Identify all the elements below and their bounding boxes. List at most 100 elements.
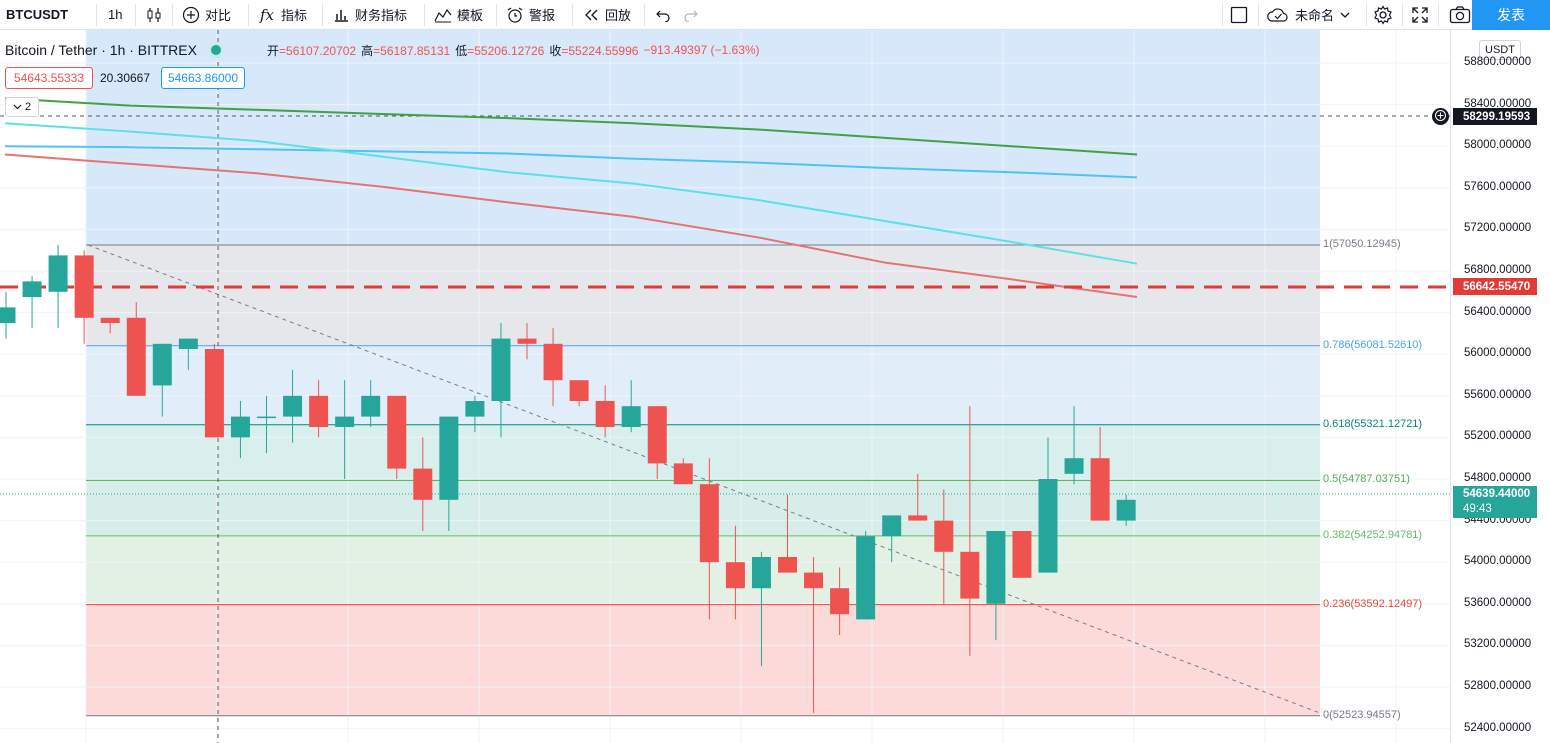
- snapshot-button[interactable]: [1449, 0, 1471, 29]
- candle-body: [126, 317, 146, 396]
- symbol-search-button[interactable]: BTCUSDT: [6, 0, 68, 29]
- candle: [152, 343, 172, 417]
- candle: [283, 369, 303, 443]
- camera-icon: [1449, 5, 1471, 25]
- settings-button[interactable]: [1373, 0, 1393, 29]
- currency-button[interactable]: USDT: [1479, 40, 1521, 60]
- templates-button[interactable]: 模板: [434, 0, 483, 29]
- candle-body: [439, 416, 459, 500]
- candle: [986, 531, 1006, 641]
- candle: [439, 416, 459, 531]
- replay-label: 回放: [605, 8, 632, 23]
- price-scale-label: 55600.00000: [1464, 388, 1532, 401]
- moving-average-line: [4, 122, 1138, 265]
- candle-body: [673, 463, 693, 485]
- candle-body: [543, 343, 563, 381]
- fullscreen-layout-button[interactable]: [1230, 0, 1248, 29]
- candle-body: [882, 515, 902, 537]
- candle-body: [387, 395, 407, 469]
- candle-body: [152, 343, 172, 386]
- templates-label: 模板: [457, 8, 484, 23]
- template-icon: [434, 6, 452, 24]
- fullscreen-button[interactable]: [1410, 0, 1430, 29]
- candles-layer: [0, 245, 1136, 713]
- chevron-down-icon: [1339, 6, 1351, 24]
- chart-canvas[interactable]: [0, 30, 1450, 743]
- grid-layer: [0, 30, 1450, 743]
- price-scale-label: 57200.00000: [1464, 222, 1532, 235]
- fib-level-label: 0.618(55321.12721): [1323, 417, 1423, 430]
- price-scale-label: 58000.00000: [1464, 139, 1532, 152]
- low-label: 低: [455, 43, 468, 58]
- ohlc-values: 开=56107.20702 高=56187.85131 低=55206.1272…: [267, 43, 760, 58]
- candle: [309, 380, 329, 438]
- undo-icon: [654, 6, 672, 24]
- candle-body: [178, 338, 198, 349]
- candle-body: [908, 515, 928, 521]
- alerts-button[interactable]: 警报: [506, 0, 555, 29]
- redo-button[interactable]: [682, 0, 700, 29]
- indicators-button[interactable]: fx 指标: [258, 0, 307, 29]
- candle-body: [569, 380, 589, 401]
- add-alert-plus-button[interactable]: [1432, 108, 1449, 125]
- buy-button[interactable]: 54663.86000: [161, 67, 245, 89]
- last-price: 54639.44000: [1463, 488, 1531, 500]
- toolbar-divider: [572, 4, 573, 26]
- candle: [882, 515, 902, 563]
- chart-pane[interactable]: 1(57050.12945) 0.786(56081.52610) 0.618(55…: [0, 30, 1450, 743]
- replay-button[interactable]: 回放: [582, 0, 631, 29]
- candle: [204, 343, 224, 438]
- candle: [804, 557, 824, 713]
- candle: [126, 302, 146, 396]
- toolbar-divider: [496, 4, 497, 26]
- undo-button[interactable]: [654, 0, 672, 29]
- price-scale-label: 56000.00000: [1464, 347, 1532, 360]
- fib-band: [86, 424, 1320, 481]
- candle-body: [491, 338, 511, 401]
- moving-average-line: [4, 153, 1138, 298]
- top-toolbar: BTCUSDT 1h 对比 fx 指标 财务指标 模板: [0, 0, 1550, 30]
- alert-price-tag: 56642.55470: [1453, 278, 1537, 295]
- legend-title: Bitcoin / Tether · 1h · BITTREX: [5, 42, 197, 58]
- rewind-icon: [582, 6, 600, 24]
- chart-type-button[interactable]: [145, 0, 163, 29]
- candle: [751, 551, 771, 667]
- financials-button[interactable]: 财务指标: [332, 0, 407, 29]
- close-value: 55224.55996: [568, 43, 639, 58]
- sell-button[interactable]: 54643.55333: [5, 67, 93, 89]
- expand-icon: [1410, 5, 1430, 25]
- candle: [48, 245, 68, 329]
- candles-icon: [145, 6, 163, 24]
- price-scale-label: 56400.00000: [1464, 305, 1532, 318]
- candle-body: [1090, 458, 1110, 521]
- toolbar-divider: [322, 4, 323, 26]
- toolbar-divider: [1258, 4, 1259, 26]
- toolbar-divider: [644, 4, 645, 26]
- price-scale[interactable]: USDT 58800.00000 58400.00000 58000.00000 57…: [1450, 30, 1550, 743]
- candle: [673, 458, 693, 485]
- bar-chart-icon: [332, 6, 350, 24]
- fib-level-label: 1(57050.12945): [1323, 237, 1401, 250]
- candle: [725, 525, 745, 620]
- close-label: 收: [549, 43, 562, 58]
- indicators-collapse-button[interactable]: 2: [5, 97, 39, 117]
- fib-level-label: 0.786(56081.52610): [1323, 338, 1423, 351]
- toolbar-divider: [1366, 4, 1367, 26]
- candle: [543, 328, 563, 407]
- candle-body: [647, 406, 667, 464]
- candle: [517, 323, 537, 360]
- candle-body: [751, 557, 771, 589]
- candle-body: [856, 536, 876, 620]
- price-scale-label: 52800.00000: [1464, 680, 1532, 692]
- publish-button[interactable]: 发表: [1472, 0, 1550, 30]
- price-scale-label: 52400.00000: [1464, 721, 1532, 734]
- sell-price: 54643.55333: [13, 71, 85, 85]
- redo-icon: [682, 6, 700, 24]
- compare-button[interactable]: 对比: [182, 0, 231, 29]
- interval-button[interactable]: 1h: [108, 0, 122, 29]
- candle: [22, 276, 42, 329]
- compare-label: 对比: [205, 8, 232, 23]
- candle: [1038, 437, 1058, 573]
- layout-save-button[interactable]: 未命名: [1266, 0, 1351, 29]
- candle: [387, 395, 407, 479]
